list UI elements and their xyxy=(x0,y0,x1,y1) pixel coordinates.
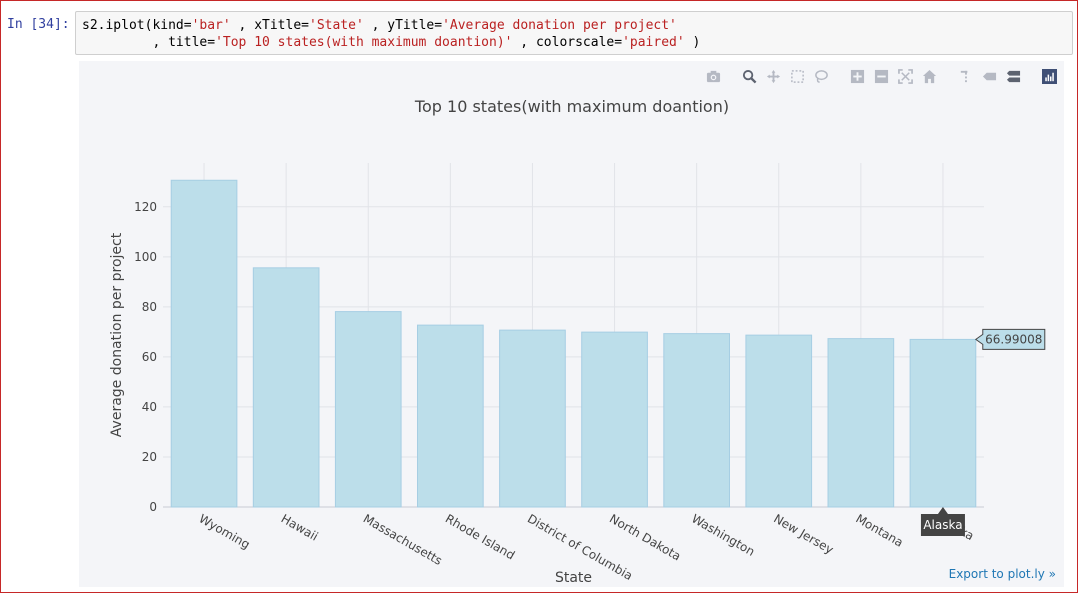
chart-title: Top 10 states(with maximum doantion) xyxy=(414,97,729,116)
y-tick-label: 40 xyxy=(142,400,157,414)
spike-lines-icon[interactable] xyxy=(956,67,974,85)
hover-closest-icon[interactable] xyxy=(980,67,998,85)
bar-wyoming[interactable] xyxy=(170,179,238,508)
code-text: , colorscale= xyxy=(512,35,623,50)
bar-north-dakota[interactable] xyxy=(581,331,648,508)
code-string: 'State' xyxy=(309,18,364,33)
code-string: 'Average donation per project' xyxy=(442,18,677,33)
y-tick-label: 120 xyxy=(134,200,157,214)
bar-washington[interactable] xyxy=(663,333,730,508)
code-input[interactable]: s2.iplot(kind='bar' , xTitle='State' , y… xyxy=(75,11,1073,55)
code-text: s2.iplot(kind= xyxy=(82,18,192,33)
lasso-icon[interactable] xyxy=(812,67,830,85)
modebar xyxy=(686,65,1058,87)
code-text: , yTitle= xyxy=(363,18,443,33)
x-tick-label: Massachusetts xyxy=(361,511,445,567)
code-text: , title= xyxy=(152,35,216,50)
y-tick-label: 60 xyxy=(142,350,157,364)
x-tick-label: Wyoming xyxy=(197,511,253,551)
code-string: 'paired' xyxy=(622,35,685,50)
bar-chart[interactable]: Top 10 states(with maximum doantion) 0 20 4… xyxy=(79,61,1064,587)
hover-value-box xyxy=(974,328,1046,350)
y-tick-label: 100 xyxy=(134,250,157,264)
hover-value-label: 66.99008 xyxy=(985,332,1042,346)
modebar-group xyxy=(950,67,1022,85)
code-string: 'Top 10 states(with maximum doantion)' xyxy=(215,35,513,50)
input-prompt: In [34]: xyxy=(7,17,70,32)
bar-new-jersey[interactable] xyxy=(745,334,813,508)
x-tick-label: Hawaii xyxy=(279,511,321,543)
bar-district-of-columbia[interactable] xyxy=(499,329,566,508)
y-tick-label: 0 xyxy=(149,500,157,514)
autoscale-icon[interactable] xyxy=(896,67,914,85)
zoom-icon[interactable] xyxy=(740,67,758,85)
bar-montana[interactable] xyxy=(827,338,895,508)
x-tick-label: New Jersey xyxy=(771,511,836,556)
bar-hawaii[interactable] xyxy=(252,267,320,508)
x-tick-label: Washington xyxy=(689,511,757,558)
export-link[interactable]: Export to plot.ly » xyxy=(948,567,1056,581)
modebar-group xyxy=(842,67,938,85)
y-axis-title: Average donation per project xyxy=(109,232,125,437)
bar-rhode-island[interactable] xyxy=(417,324,484,508)
camera-icon[interactable] xyxy=(704,67,722,85)
box-select-icon[interactable] xyxy=(788,67,806,85)
x-axis-title: State xyxy=(555,570,592,586)
bar-alaska[interactable] xyxy=(909,338,977,508)
code-string: 'bar' xyxy=(191,18,231,33)
modebar-group xyxy=(1034,67,1058,85)
hover-category-box xyxy=(920,507,965,536)
modebar-group xyxy=(698,67,722,85)
plotly-logo-icon[interactable] xyxy=(1040,67,1058,85)
bar-massachusetts[interactable] xyxy=(334,311,402,508)
y-tick-label: 80 xyxy=(142,300,157,314)
pan-icon[interactable] xyxy=(764,67,782,85)
zoom-in-icon[interactable] xyxy=(848,67,866,85)
hover-compare-icon[interactable] xyxy=(1004,67,1022,85)
x-tick-label: Montana xyxy=(853,511,905,549)
x-tick-label: North Dakota xyxy=(607,511,683,563)
code-text: , xTitle= xyxy=(230,18,309,33)
plot-output: Top 10 states(with maximum doantion) 0 20 4… xyxy=(79,61,1064,587)
hover-category-label: Alaska xyxy=(923,518,962,532)
reset-axes-icon[interactable] xyxy=(920,67,938,85)
x-tick-label: Rhode Island xyxy=(443,511,517,562)
zoom-out-icon[interactable] xyxy=(872,67,890,85)
code-text: ) xyxy=(684,35,701,50)
y-tick-label: 20 xyxy=(142,450,157,464)
modebar-group xyxy=(734,67,830,85)
